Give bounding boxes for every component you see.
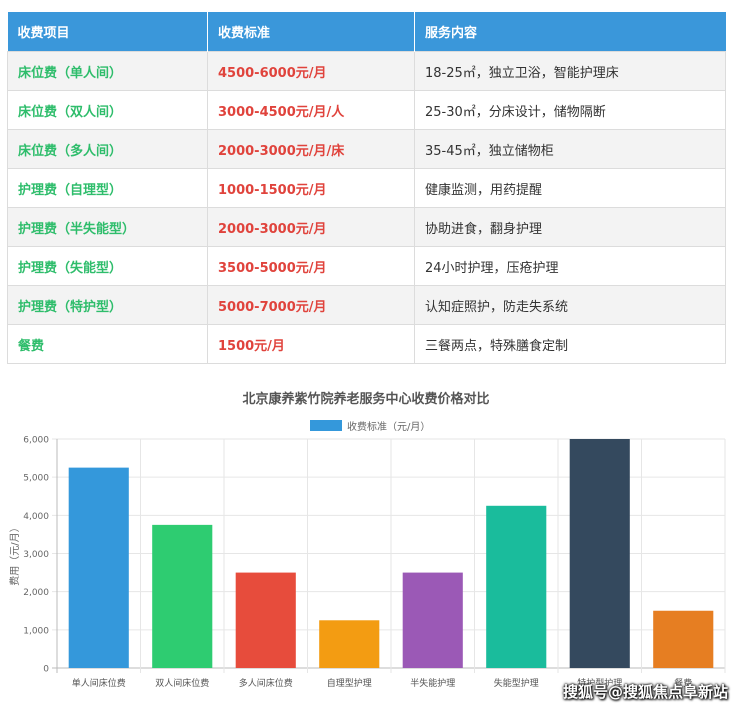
x-tick-label: 失能型护理: [494, 677, 539, 689]
fee-item: 床位费（单人间）: [7, 51, 208, 91]
table-row: 床位费（多人间） 2000-3000元/月/床 35-45㎡，独立储物柜: [7, 129, 726, 169]
fee-price: 1000-1500元/月: [207, 168, 415, 208]
chart-bars: [68, 439, 714, 668]
bar[interactable]: [319, 620, 380, 668]
fee-price: 1500元/月: [207, 324, 415, 364]
y-tick-label: 3,000: [23, 550, 49, 560]
x-tick-label: 单人间床位费: [72, 677, 126, 689]
fee-item: 护理费（失能型）: [7, 246, 208, 286]
fee-desc: 健康监测，用药提醒: [414, 168, 726, 208]
x-tick-label: 特护型护理: [577, 677, 622, 689]
fee-desc: 18-25㎡，独立卫浴，智能护理床: [414, 51, 726, 91]
fee-desc: 25-30㎡，分床设计，储物隔断: [414, 90, 726, 130]
y-tick-label: 4,000: [23, 512, 49, 522]
bar[interactable]: [486, 505, 547, 668]
x-tick-label: 自理型护理: [327, 677, 372, 689]
table-row: 护理费（自理型） 1000-1500元/月 健康监测，用药提醒: [7, 168, 726, 208]
legend-label[interactable]: 收费标准（元/月）: [347, 420, 430, 433]
bar[interactable]: [569, 439, 630, 668]
x-tick-label: 多人间床位费: [239, 677, 293, 689]
x-tick-label: 双人间床位费: [155, 677, 209, 689]
fee-item: 床位费（多人间）: [7, 129, 208, 169]
x-tick-label: 餐费: [674, 677, 692, 689]
y-axis-ticks: 0 1,000 2,000 3,000 4,000 5,000 6,000: [23, 436, 49, 675]
fee-item: 护理费（特护型）: [7, 285, 208, 325]
fee-item: 餐费: [7, 324, 208, 364]
fee-desc: 35-45㎡，独立储物柜: [414, 129, 726, 169]
fee-desc: 24小时护理，压疮护理: [414, 246, 726, 286]
table-row: 护理费（特护型） 5000-7000元/月 认知症照护，防走失系统: [7, 285, 726, 325]
table-row: 床位费（单人间） 4500-6000元/月 18-25㎡，独立卫浴，智能护理床: [7, 51, 726, 91]
chart-title: 北京康养紫竹院养老服务中心收费价格对比: [242, 391, 489, 407]
fee-price: 3000-4500元/月/人: [207, 90, 415, 130]
fee-price: 2000-3000元/月/床: [207, 129, 415, 169]
x-tick-label: 半失能护理: [410, 677, 455, 689]
y-tick-label: 1,000: [23, 626, 49, 636]
table-row: 护理费（失能型） 3500-5000元/月 24小时护理，压疮护理: [7, 246, 726, 286]
y-axis-label: 费用（元/月）: [8, 522, 21, 585]
fee-bar-chart: 北京康养紫竹院养老服务中心收费价格对比 收费标准（元/月） 费用（元/月） 0 1…: [8, 391, 726, 689]
table-row: 护理费（半失能型） 2000-3000元/月 协助进食，翻身护理: [7, 207, 726, 247]
bar[interactable]: [402, 572, 463, 668]
watermark: 搜狐号@搜狐焦点阜新站: [562, 683, 728, 701]
fee-desc: 认知症照护，防走失系统: [414, 285, 726, 325]
y-tick-label: 6,000: [23, 436, 49, 446]
header-item: 收费项目: [7, 12, 208, 52]
header-desc: 服务内容: [414, 12, 726, 52]
fee-price: 2000-3000元/月: [207, 207, 415, 247]
legend-swatch[interactable]: [310, 420, 342, 431]
fee-price: 4500-6000元/月: [207, 51, 415, 91]
fee-item: 护理费（半失能型）: [7, 207, 208, 247]
table-row: 餐费 1500元/月 三餐两点，特殊膳食定制: [7, 324, 726, 364]
y-tick-label: 2,000: [23, 588, 49, 598]
y-tick-label: 0: [43, 665, 49, 675]
fee-price: 3500-5000元/月: [207, 246, 415, 286]
fee-table-header: 收费项目 收费标准 服务内容: [7, 12, 726, 52]
y-tick-label: 5,000: [23, 474, 49, 484]
fee-price: 5000-7000元/月: [207, 285, 415, 325]
table-row: 床位费（双人间） 3000-4500元/月/人 25-30㎡，分床设计，储物隔断: [7, 90, 726, 130]
header-price: 收费标准: [207, 12, 415, 52]
fee-item: 床位费（双人间）: [7, 90, 208, 130]
fee-desc: 协助进食，翻身护理: [414, 207, 726, 247]
fee-table: 收费项目 收费标准 服务内容 床位费（单人间） 4500-6000元/月 18-…: [7, 12, 726, 364]
fee-item: 护理费（自理型）: [7, 168, 208, 208]
x-axis-ticks: 单人间床位费 双人间床位费 多人间床位费 自理型护理 半失能护理 失能型护理 特护型护理 餐费: [72, 677, 693, 689]
bar[interactable]: [235, 572, 296, 668]
fee-desc: 三餐两点，特殊膳食定制: [414, 324, 726, 364]
bar[interactable]: [653, 610, 714, 668]
bar[interactable]: [68, 467, 129, 668]
bar[interactable]: [152, 524, 213, 668]
